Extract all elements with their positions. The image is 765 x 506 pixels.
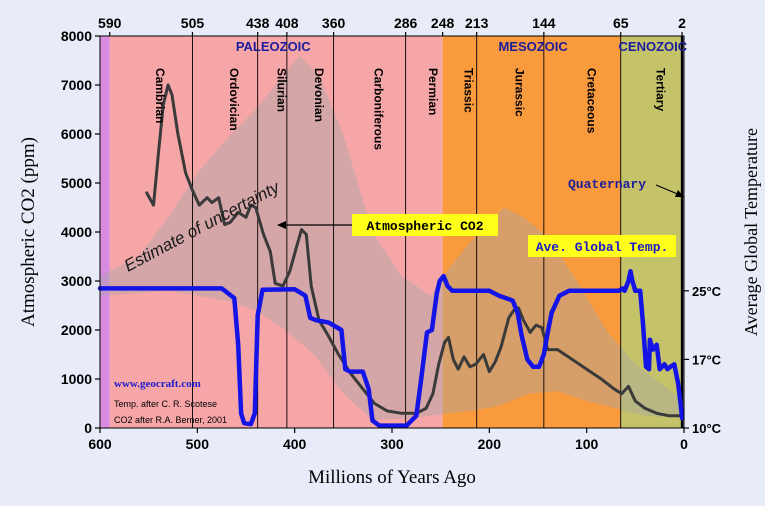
top-tick-label: 248 (431, 15, 455, 31)
period-label-triassic: Triassic (462, 68, 476, 113)
top-tick-label: 65 (613, 15, 629, 31)
uncertainty-band-layer (100, 55, 684, 421)
era-label-mesozoic: MESOZOIC (498, 39, 568, 54)
period-label-carboniferous: Carboniferous (372, 68, 386, 150)
period-label-permian: Permian (426, 68, 440, 115)
y2-tick-label: 10°C (692, 421, 722, 436)
y-tick-label: 3000 (61, 273, 92, 289)
top-tick-label: 213 (465, 15, 489, 31)
y-axis-title: Atmospheric CO2 (ppm) (18, 137, 39, 327)
quaternary-leader (655, 184, 681, 196)
uncertainty-band (100, 55, 684, 421)
x-tick-label: 0 (680, 436, 688, 452)
era-label-paleozoic: PALEOZOIC (236, 39, 311, 54)
y2-tick-label: 25°C (692, 284, 722, 299)
x-axis-title: Millions of Years Ago (308, 467, 476, 488)
period-label-tertiary: Tertiary (653, 68, 667, 111)
co2-line (145, 83, 684, 418)
top-tick-label: 144 (532, 15, 556, 31)
period-label-devonian: Devonian (312, 68, 326, 122)
x-tick-label: 300 (380, 436, 404, 452)
top-tick-label: 286 (394, 15, 418, 31)
y-tick-label: 6000 (61, 126, 92, 142)
top-tick-label: 590 (98, 15, 122, 31)
temp-callout-box (528, 235, 676, 257)
website-credit: www.geocraft.com (114, 378, 201, 390)
y-tick-label: 5000 (61, 175, 92, 191)
top-tick-label: 505 (181, 15, 205, 31)
period-label-jurassic: Jurassic (512, 68, 526, 117)
y-tick-label: 8000 (61, 28, 92, 44)
y-tick-label: 7000 (61, 77, 92, 93)
x-tick-label: 200 (478, 436, 502, 452)
period-label-cretaceous: Cretaceous (584, 68, 598, 134)
x-tick-label: 400 (283, 436, 307, 452)
era-label-cenozoic: CENOZOIC (619, 39, 688, 54)
temp-callout-label: Ave. Global Temp. (536, 240, 669, 255)
top-tick-label: 360 (322, 15, 346, 31)
temp-credit: Temp. after C. R. Scotese (114, 399, 217, 409)
period-label-ordovician: Ordovician (227, 68, 241, 131)
y-tick-label: 1000 (61, 371, 92, 387)
y2-axis-title: Average Global Temperature (741, 128, 761, 336)
x-tick-label: 100 (575, 436, 599, 452)
co2-callout-arrowhead (277, 221, 286, 229)
precambrian-band (100, 36, 110, 428)
top-tick-label: 2 (678, 15, 686, 31)
y2-tick-label: 17°C (692, 352, 722, 367)
top-tick-label: 438 (246, 15, 270, 31)
co2-callout-box (352, 214, 498, 236)
period-label-silurian: Silurian (274, 68, 288, 112)
quaternary-arrowhead (675, 190, 684, 197)
x-tick-label: 500 (186, 436, 210, 452)
temperature-line (97, 268, 685, 428)
series-layer (97, 83, 685, 428)
y-tick-label: 0 (84, 420, 92, 436)
quaternary-label: Quaternary (568, 177, 646, 192)
y-tick-label: 2000 (61, 322, 92, 338)
top-tick-label: 408 (275, 15, 299, 31)
x-tick-label: 600 (88, 436, 112, 452)
co2-credit: CO2 after R.A. Berner, 2001 (114, 415, 227, 425)
y-tick-label: 4000 (61, 224, 92, 240)
co2-callout-label: Atmospheric CO2 (366, 219, 483, 234)
period-label-cambrian: Cambrian (153, 68, 167, 123)
